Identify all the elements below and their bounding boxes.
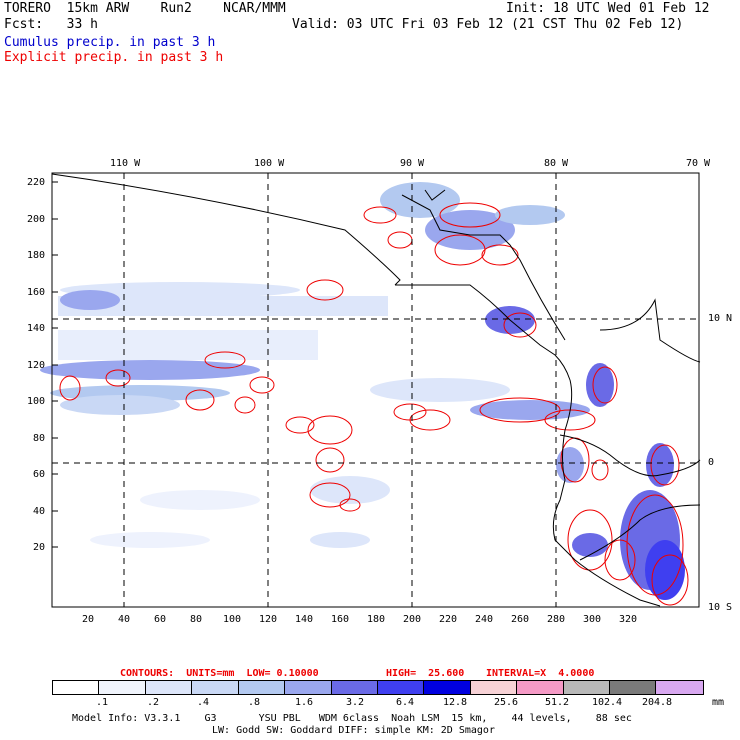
y-tick-label: 20 (33, 542, 46, 553)
x-tick-label: 240 (475, 614, 494, 625)
cumulus-legend: Cumulus precip. in past 3 h (4, 35, 216, 50)
x-tick-label: 260 (511, 614, 530, 625)
colorbar-swatch (99, 681, 146, 694)
colorbar-swatch (238, 681, 286, 694)
lon-label: 80 W (544, 158, 569, 169)
physics-info: LW: Godd SW: Goddard DIFF: simple KM: 2D… (212, 725, 495, 736)
x-tick-label: 220 (439, 614, 458, 625)
lon-label: 110 W (110, 158, 141, 169)
lon-label: 90 W (400, 158, 425, 169)
colorbar-label: .1 (95, 697, 109, 708)
x-tick-label: 100 (223, 614, 242, 625)
x-tick-label: 20 (82, 614, 95, 625)
x-tick-label: 300 (583, 614, 602, 625)
colorbar-swatch (377, 681, 425, 694)
colorbar-swatch (424, 681, 471, 694)
init-time: Init: 18 UTC Wed 01 Feb 12 (506, 1, 710, 16)
x-tick-label: 80 (190, 614, 203, 625)
colorbar-swatch (192, 681, 239, 694)
colorbar-swatch (285, 681, 332, 694)
coastlines (51, 173, 701, 607)
colorbar-label: 3.2 (345, 697, 365, 708)
explicit-legend: Explicit precip. in past 3 h (4, 50, 224, 65)
x-tick-label: 320 (619, 614, 638, 625)
explicit-precip-contours (59, 202, 689, 606)
contour-units: CONTOURS: UNITS=mm LOW= 0.10000 (120, 668, 319, 679)
model-info: Model Info: V3.3.1 G3 YSU PBL WDM 6class… (72, 713, 632, 724)
x-tick-label: 280 (547, 614, 566, 625)
colorbar-swatch (656, 681, 703, 694)
y-tick-label: 100 (27, 396, 46, 407)
x-tick-label: 40 (118, 614, 131, 625)
colorbar (52, 680, 704, 695)
y-tick-label: 40 (33, 506, 46, 517)
colorbar-swatch (53, 681, 100, 694)
x-tick-label: 160 (331, 614, 350, 625)
x-tick-label: 200 (403, 614, 422, 625)
x-tick-label: 120 (259, 614, 278, 625)
valid-time: Valid: 03 UTC Fri 03 Feb 12 (21 CST Thu … (292, 17, 684, 32)
colorbar-label: 6.4 (395, 697, 415, 708)
colorbar-swatch (610, 681, 657, 694)
y-tick-label: 80 (33, 433, 46, 444)
lon-label: 70 W (686, 158, 711, 169)
model-title: TORERO 15km ARW Run2 NCAR/MMM (4, 1, 286, 16)
y-tick-label: 220 (27, 177, 46, 188)
lat-label: 0 (708, 457, 715, 468)
forecast-hour: Fcst: 33 h (4, 17, 98, 32)
map-frame (51, 172, 700, 608)
colorbar-unit: mm (712, 697, 725, 708)
y-tick-label: 200 (27, 214, 46, 225)
colorbar-label: .2 (146, 697, 160, 708)
x-tick-label: 60 (154, 614, 167, 625)
y-ticks (52, 181, 58, 548)
y-tick-label: 140 (27, 323, 46, 334)
y-tick-label: 60 (33, 469, 46, 480)
lat-label: 10 N (708, 313, 733, 324)
x-tick-label: 140 (295, 614, 314, 625)
colorbar-label: 51.2 (544, 697, 570, 708)
lat-label: 10 S (708, 602, 733, 613)
y-tick-label: 180 (27, 250, 46, 261)
lon-label: 100 W (254, 158, 285, 169)
colorbar-label: 12.8 (442, 697, 468, 708)
contour-high: HIGH= 25.600 (386, 668, 465, 679)
colorbar-label: 25.6 (493, 697, 519, 708)
x-tick-label: 180 (367, 614, 386, 625)
colorbar-label: .8 (247, 697, 261, 708)
graticule (52, 173, 699, 607)
colorbar-swatch (563, 681, 611, 694)
colorbar-swatch (517, 681, 564, 694)
colorbar-swatch (331, 681, 378, 694)
colorbar-swatch (145, 681, 193, 694)
colorbar-label: 102.4 (591, 697, 623, 708)
colorbar-swatch (470, 681, 518, 694)
cumulus-precip-fields (40, 182, 685, 600)
contour-interval: INTERVAL=X 4.0000 (486, 668, 595, 679)
colorbar-label: 204.8 (641, 697, 673, 708)
colorbar-label: 1.6 (294, 697, 314, 708)
y-tick-label: 120 (27, 360, 46, 371)
y-tick-label: 160 (27, 287, 46, 298)
colorbar-label: .4 (196, 697, 210, 708)
